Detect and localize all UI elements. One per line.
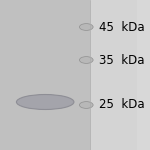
Ellipse shape xyxy=(79,57,93,63)
Ellipse shape xyxy=(79,24,93,30)
Text: 25  kDa: 25 kDa xyxy=(99,99,144,111)
FancyBboxPatch shape xyxy=(0,0,90,150)
Text: 45  kDa: 45 kDa xyxy=(99,21,144,33)
Text: 35  kDa: 35 kDa xyxy=(99,54,144,66)
Ellipse shape xyxy=(79,102,93,108)
FancyBboxPatch shape xyxy=(90,0,137,150)
Ellipse shape xyxy=(16,94,74,110)
